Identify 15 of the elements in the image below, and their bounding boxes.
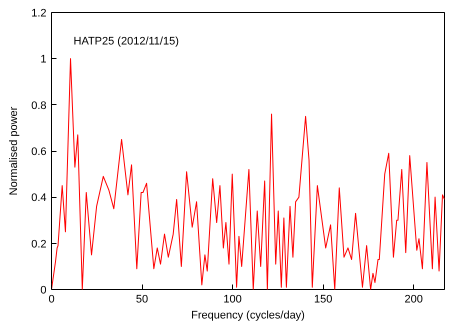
x-tick-label: 200 xyxy=(404,294,423,306)
y-tick-label: 0.8 xyxy=(31,100,47,112)
x-tick-label: 50 xyxy=(136,294,148,306)
y-tick-label: 0.2 xyxy=(31,238,47,250)
x-axis-title: Frequency (cycles/day) xyxy=(191,310,305,322)
text: HATP25 (2012/11/15) xyxy=(74,36,179,48)
x-tick-label: 150 xyxy=(314,294,332,306)
y-tick-label: 0.4 xyxy=(31,192,47,204)
y-tick-label: 0.6 xyxy=(31,146,47,158)
y-tick-label: 0 xyxy=(40,284,47,296)
y-tick-label: 1.2 xyxy=(31,8,47,20)
y-axis-title: Normalised power xyxy=(8,106,20,196)
x-tick-label: 0 xyxy=(48,294,55,306)
x-tick-label: 100 xyxy=(223,294,242,306)
y-tick-label: 1 xyxy=(40,54,47,66)
